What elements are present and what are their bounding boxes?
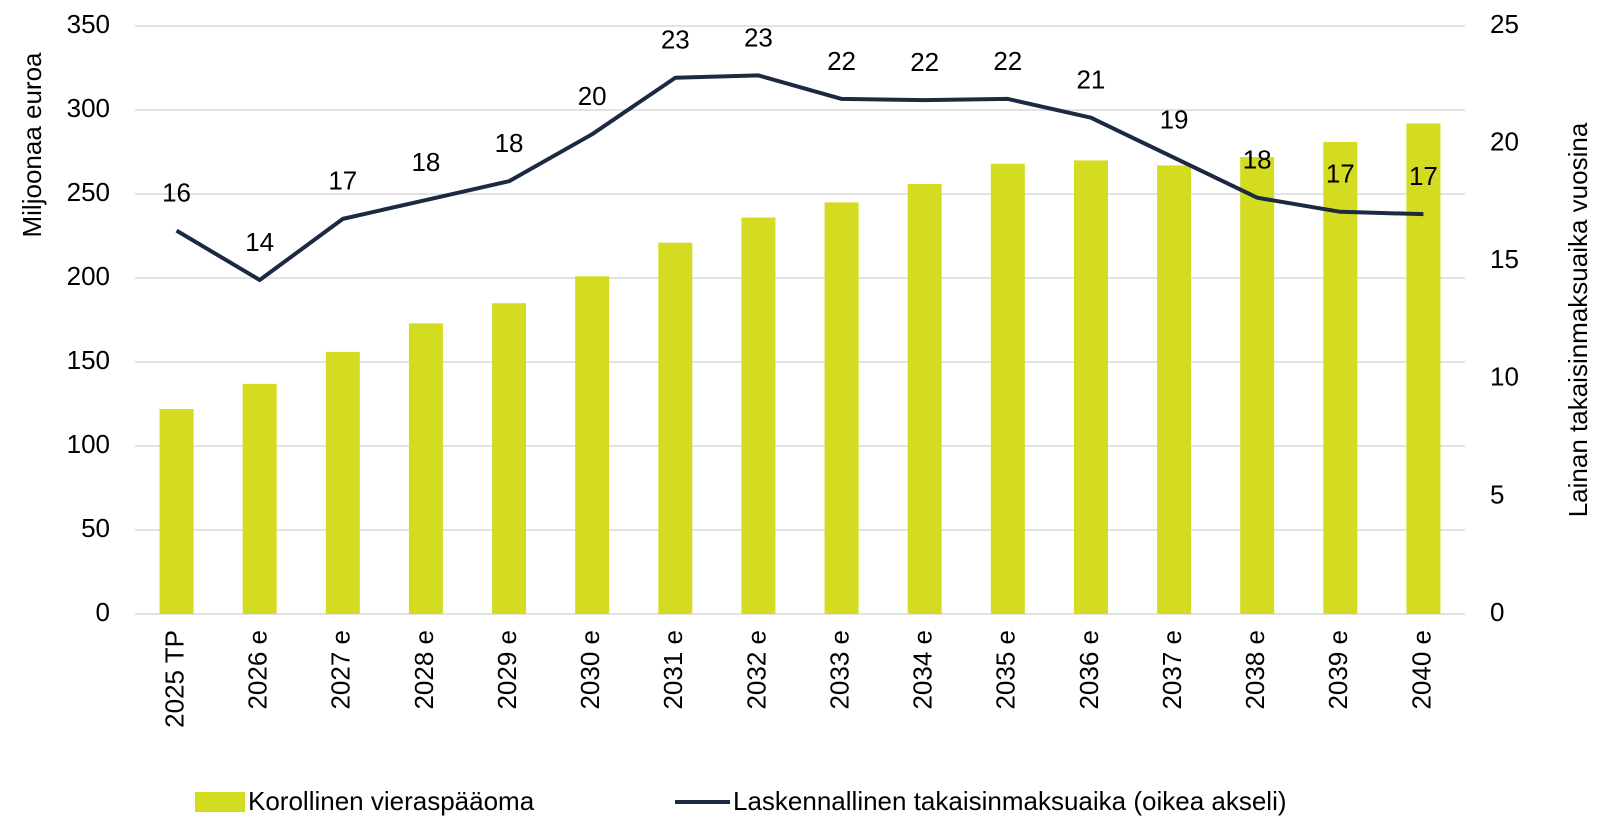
y2-tick-label: 20 <box>1490 126 1519 156</box>
bar <box>1073 160 1108 614</box>
x-tick-label: 2034 e <box>908 630 938 710</box>
x-tick-label: 2033 e <box>824 630 854 710</box>
bar <box>824 202 859 614</box>
y-tick-label: 50 <box>81 513 110 543</box>
x-tick-label: 2040 e <box>1406 630 1436 710</box>
data-label: 17 <box>1326 159 1355 189</box>
bar <box>1157 165 1192 614</box>
data-label: 18 <box>1243 145 1272 175</box>
bar <box>408 323 443 614</box>
bar <box>492 303 527 614</box>
x-tick-label: 2035 e <box>991 630 1021 710</box>
y2-axis-title: Lainan takaisinmaksuaika vuosina <box>1563 122 1593 517</box>
data-label: 23 <box>744 22 773 52</box>
x-tick-label: 2028 e <box>409 630 439 710</box>
y-tick-label: 100 <box>67 429 110 459</box>
bar <box>325 351 360 614</box>
data-label: 21 <box>1076 65 1105 95</box>
legend-label: Korollinen vieraspääoma <box>248 786 535 816</box>
bar <box>907 183 942 615</box>
bar <box>658 242 693 614</box>
bar <box>1240 157 1275 615</box>
x-tick-label: 2031 e <box>658 630 688 710</box>
x-tick-label: 2039 e <box>1323 630 1353 710</box>
data-label: 23 <box>661 25 690 55</box>
bar <box>159 409 194 614</box>
y-tick-label: 150 <box>67 345 110 375</box>
x-tick-label: 2037 e <box>1157 630 1187 710</box>
y2-tick-label: 5 <box>1490 479 1504 509</box>
bar <box>990 163 1025 614</box>
data-label: 22 <box>827 46 856 76</box>
x-tick-label: 2036 e <box>1074 630 1104 710</box>
y2-tick-label: 15 <box>1490 244 1519 274</box>
data-label: 22 <box>993 46 1022 76</box>
data-label: 20 <box>578 81 607 111</box>
y-tick-label: 350 <box>67 9 110 39</box>
bar <box>741 217 776 614</box>
x-tick-label: 2029 e <box>492 630 522 710</box>
bar <box>1323 141 1358 615</box>
x-tick-label: 2038 e <box>1240 630 1270 710</box>
y2-tick-label: 10 <box>1490 362 1519 392</box>
bar <box>1406 123 1441 614</box>
y-tick-label: 0 <box>96 597 110 627</box>
bar <box>242 383 277 614</box>
y-axis-title: Miljoonaa euroa <box>17 52 47 238</box>
x-tick-label: 2032 e <box>741 630 771 710</box>
data-label: 16 <box>162 177 191 207</box>
line <box>175 73 1424 283</box>
y2-tick-label: 0 <box>1490 597 1504 627</box>
x-tick-label: 2025 TP <box>159 630 189 728</box>
bar <box>575 276 610 614</box>
legend-swatch <box>195 792 245 812</box>
data-label: 14 <box>245 227 274 257</box>
legend-label: Laskennallinen takaisinmaksuaika (oikea … <box>733 786 1287 816</box>
data-label: 17 <box>328 166 357 196</box>
y-tick-label: 300 <box>67 93 110 123</box>
data-label: 18 <box>495 128 524 158</box>
x-tick-label: 2030 e <box>575 630 605 710</box>
data-label: 17 <box>1409 161 1438 191</box>
y2-tick-label: 25 <box>1490 9 1519 39</box>
data-label: 19 <box>1160 105 1189 135</box>
y-tick-label: 200 <box>67 261 110 291</box>
data-label: 22 <box>910 47 939 77</box>
data-label: 18 <box>411 147 440 177</box>
x-tick-label: 2027 e <box>326 630 356 710</box>
x-tick-label: 2026 e <box>243 630 273 710</box>
y-tick-label: 250 <box>67 177 110 207</box>
